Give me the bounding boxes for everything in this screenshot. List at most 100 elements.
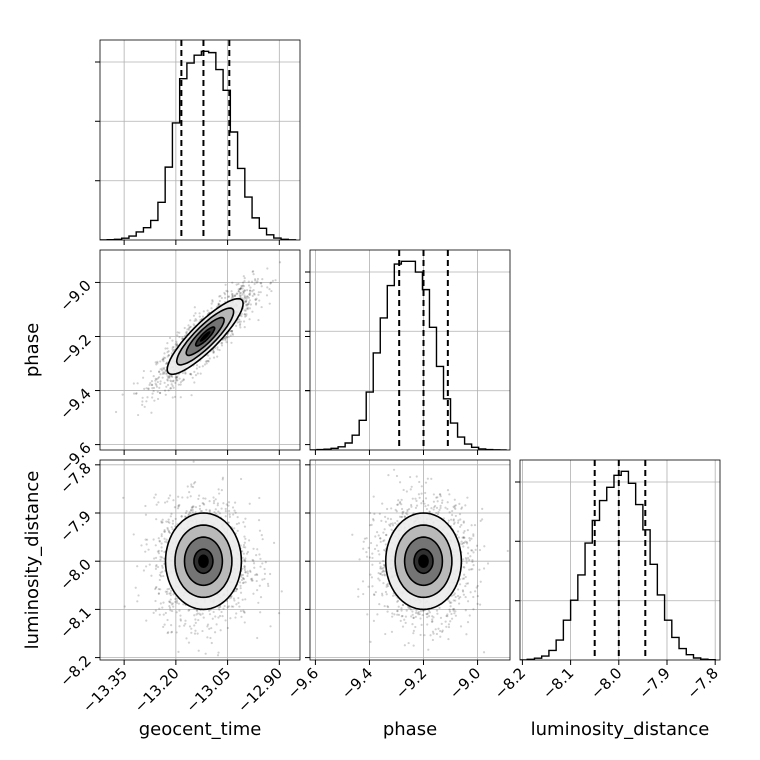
scatter-point: [448, 610, 452, 613]
scatter-point: [418, 613, 421, 616]
scatter-point: [232, 597, 236, 600]
scatter-point: [447, 625, 451, 629]
scatter-point: [190, 373, 193, 376]
histogram-step-line: [520, 470, 716, 660]
scatter-point: [466, 621, 470, 624]
scatter-point: [210, 626, 213, 630]
scatter-point: [184, 622, 187, 625]
scatter-point: [415, 609, 418, 612]
scatter-point: [198, 612, 201, 615]
scatter-point: [430, 620, 434, 623]
scatter-point: [446, 507, 449, 511]
scatter-point: [462, 545, 465, 548]
scatter-point: [460, 542, 464, 546]
scatter-point: [188, 608, 191, 611]
scatter-point: [193, 324, 196, 327]
scatter-point: [478, 603, 482, 606]
scatter-point: [414, 506, 418, 509]
scatter-point: [224, 619, 227, 622]
scatter-point: [204, 497, 207, 500]
scatter-point: [453, 612, 456, 615]
scatter-point: [390, 528, 393, 531]
scatter-point: [196, 372, 199, 375]
scatter-point: [463, 529, 466, 533]
scatter-point: [378, 603, 381, 606]
scatter-point: [454, 514, 457, 518]
scatter-point: [191, 485, 195, 489]
scatter-point: [367, 585, 370, 588]
scatter-point: [156, 360, 159, 363]
scatter-point: [214, 346, 217, 350]
scatter-point: [173, 506, 176, 509]
scatter-point: [244, 546, 247, 549]
scatter-point: [267, 584, 270, 588]
scatter-point: [438, 606, 441, 609]
scatter-point: [154, 493, 157, 496]
scatter-point: [212, 610, 215, 614]
scatter-point: [144, 504, 147, 508]
scatter-point: [369, 640, 372, 643]
scatter-point: [176, 507, 180, 510]
scatter-point: [239, 584, 242, 587]
scatter-point: [247, 280, 250, 283]
scatter-point: [248, 569, 252, 572]
scatter-point: [210, 307, 213, 310]
scatter-point: [446, 613, 449, 616]
scatter-point: [235, 324, 238, 327]
contour-line: [194, 326, 216, 347]
scatter-point: [230, 329, 234, 333]
scatter-point: [170, 623, 173, 627]
scatter-point: [456, 530, 460, 533]
scatter-point: [233, 294, 237, 298]
scatter-point: [411, 497, 414, 500]
scatter-point: [258, 496, 261, 500]
scatter-point: [461, 536, 464, 539]
scatter-point: [157, 592, 160, 595]
scatter-point: [201, 612, 204, 615]
scatter-point: [175, 379, 178, 382]
scatter-point: [227, 336, 230, 339]
scatter-point: [168, 336, 172, 340]
scatter-point: [177, 602, 181, 605]
scatter-point: [192, 505, 195, 508]
scatter-point: [217, 302, 220, 305]
panel-hist-1: [310, 250, 510, 450]
scatter-point: [251, 310, 254, 313]
scatter-point: [248, 293, 251, 296]
x-tick-label: −8.1: [539, 664, 577, 702]
scatter-point: [213, 631, 217, 634]
scatter-point: [146, 396, 149, 399]
scatter-point: [524, 588, 526, 590]
scatter-point: [457, 519, 460, 522]
scatter-point: [136, 565, 139, 568]
scatter-point: [150, 380, 154, 383]
scatter-point: [183, 326, 186, 330]
scatter-point: [417, 613, 420, 616]
scatter-point: [190, 394, 193, 397]
scatter-point: [230, 290, 233, 293]
scatter-point: [381, 570, 384, 574]
scatter-point: [163, 528, 166, 532]
scatter-point: [406, 508, 409, 512]
scatter-point: [163, 557, 166, 560]
scatter-point: [238, 318, 241, 321]
scatter-point: [382, 582, 385, 585]
scatter-point: [161, 372, 165, 375]
scatter-point: [170, 374, 173, 377]
scatter-point: [427, 648, 430, 651]
scatter-point: [389, 522, 392, 525]
scatter-point: [428, 611, 431, 614]
scatter-point: [159, 588, 162, 591]
scatter-point: [197, 618, 200, 622]
scatter-point: [237, 282, 240, 286]
scatter-point: [390, 507, 393, 510]
scatter-point: [382, 563, 386, 566]
scatter-point: [191, 506, 194, 509]
scatter-point: [217, 651, 220, 654]
scatter-point: [165, 541, 169, 544]
scatter-point: [453, 504, 456, 507]
scatter-point: [176, 334, 179, 337]
scatter-point: [207, 354, 210, 357]
scatter-point: [435, 632, 439, 636]
scatter-point: [181, 336, 184, 339]
